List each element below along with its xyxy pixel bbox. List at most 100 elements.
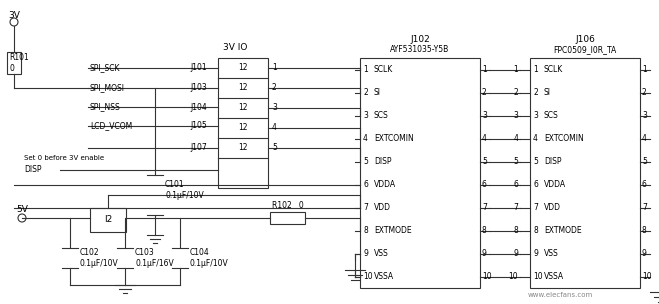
Circle shape [18, 214, 26, 222]
Text: 7: 7 [482, 203, 487, 212]
Text: EXTCOMIN: EXTCOMIN [544, 134, 584, 143]
Text: 5: 5 [513, 157, 518, 166]
Text: EXTCOMIN: EXTCOMIN [374, 134, 414, 143]
Text: VSSA: VSSA [544, 272, 564, 281]
Text: 7: 7 [363, 203, 368, 212]
Text: EXTMODE: EXTMODE [374, 226, 412, 235]
Text: 4: 4 [363, 134, 368, 143]
Text: 5: 5 [482, 157, 487, 166]
Text: 12: 12 [239, 64, 248, 72]
Text: 5: 5 [642, 157, 647, 166]
Text: I2: I2 [104, 216, 112, 224]
Text: 4: 4 [272, 123, 277, 133]
Text: 8: 8 [482, 226, 487, 235]
Text: 10: 10 [642, 272, 652, 281]
Text: 3: 3 [513, 111, 518, 120]
Text: 3: 3 [533, 111, 538, 120]
Text: SI: SI [544, 88, 551, 97]
Text: 4: 4 [513, 134, 518, 143]
Text: DISP: DISP [24, 165, 42, 174]
Text: 3V IO: 3V IO [223, 43, 247, 52]
Text: C104
0.1μF/10V: C104 0.1μF/10V [190, 248, 229, 268]
Text: 7: 7 [533, 203, 538, 212]
Text: 2: 2 [363, 88, 368, 97]
Text: 2: 2 [533, 88, 538, 97]
Bar [360, 58, 480, 288]
Text: www.elecfans.com: www.elecfans.com [527, 292, 592, 298]
Text: SI: SI [374, 88, 381, 97]
Text: 4: 4 [533, 134, 538, 143]
Text: DISP: DISP [544, 157, 561, 166]
Text: EXTMODE: EXTMODE [544, 226, 582, 235]
Text: 1: 1 [642, 65, 646, 74]
Text: VDD: VDD [544, 203, 561, 212]
Text: J104: J104 [190, 102, 207, 112]
Text: 3: 3 [272, 103, 277, 112]
Text: 2: 2 [482, 88, 487, 97]
Text: 9: 9 [533, 249, 538, 258]
Text: 10: 10 [533, 272, 542, 281]
Text: 1: 1 [482, 65, 487, 74]
Text: J103: J103 [190, 84, 207, 92]
Text: 3V: 3V [8, 12, 20, 20]
Text: C101
0.1μF/10V: C101 0.1μF/10V [165, 180, 204, 200]
Text: 6: 6 [513, 180, 518, 189]
Text: 2: 2 [513, 88, 518, 97]
Text: 1: 1 [363, 65, 368, 74]
Text: 10: 10 [363, 272, 372, 281]
Circle shape [10, 18, 18, 26]
Text: 5: 5 [272, 143, 277, 153]
Text: SCS: SCS [374, 111, 389, 120]
Text: 9: 9 [642, 249, 647, 258]
Text: SPI_MOSI: SPI_MOSI [90, 84, 125, 92]
Text: 1: 1 [533, 65, 538, 74]
Bar [218, 58, 268, 188]
Text: 8: 8 [363, 226, 368, 235]
Text: C103
0.1μF/16V: C103 0.1μF/16V [135, 248, 174, 268]
Text: 5: 5 [363, 157, 368, 166]
Text: SCLK: SCLK [544, 65, 563, 74]
Text: DISP: DISP [374, 157, 391, 166]
Text: FPC0509_I0R_TA: FPC0509_I0R_TA [554, 46, 617, 54]
Text: 9: 9 [482, 249, 487, 258]
Text: J106: J106 [575, 36, 595, 44]
Text: 1: 1 [513, 65, 518, 74]
Text: 8: 8 [513, 226, 518, 235]
Text: SPI_NSS: SPI_NSS [90, 102, 121, 112]
Text: 6: 6 [363, 180, 368, 189]
Text: SCS: SCS [544, 111, 559, 120]
Text: AYF531035-Y5B: AYF531035-Y5B [390, 46, 449, 54]
Text: 10: 10 [508, 272, 518, 281]
Bar [270, 212, 305, 224]
Text: 2: 2 [272, 84, 277, 92]
Text: 3: 3 [482, 111, 487, 120]
Text: 6: 6 [642, 180, 647, 189]
Text: 1: 1 [272, 64, 277, 72]
Text: J107: J107 [190, 143, 207, 153]
Bar [90, 208, 126, 232]
Text: 8: 8 [533, 226, 538, 235]
Text: VSS: VSS [544, 249, 559, 258]
Text: J102: J102 [410, 36, 430, 44]
Text: 12: 12 [239, 143, 248, 153]
Text: J105: J105 [190, 122, 207, 130]
Text: 8: 8 [642, 226, 646, 235]
Text: 5: 5 [533, 157, 538, 166]
Text: 12: 12 [239, 103, 248, 112]
Text: R102   0: R102 0 [272, 202, 304, 210]
Bar [7, 52, 21, 74]
Text: VDDA: VDDA [374, 180, 396, 189]
Text: 4: 4 [642, 134, 647, 143]
Text: 2: 2 [642, 88, 646, 97]
Bar [530, 58, 640, 288]
Text: 5V: 5V [16, 206, 28, 215]
Text: VDD: VDD [374, 203, 391, 212]
Text: VDDA: VDDA [544, 180, 566, 189]
Text: LCD_VCOM: LCD_VCOM [90, 122, 132, 130]
Text: 4: 4 [482, 134, 487, 143]
Text: Set 0 before 3V enable: Set 0 before 3V enable [24, 155, 104, 161]
Text: 3: 3 [363, 111, 368, 120]
Text: 10: 10 [482, 272, 492, 281]
Text: 6: 6 [533, 180, 538, 189]
Text: 9: 9 [513, 249, 518, 258]
